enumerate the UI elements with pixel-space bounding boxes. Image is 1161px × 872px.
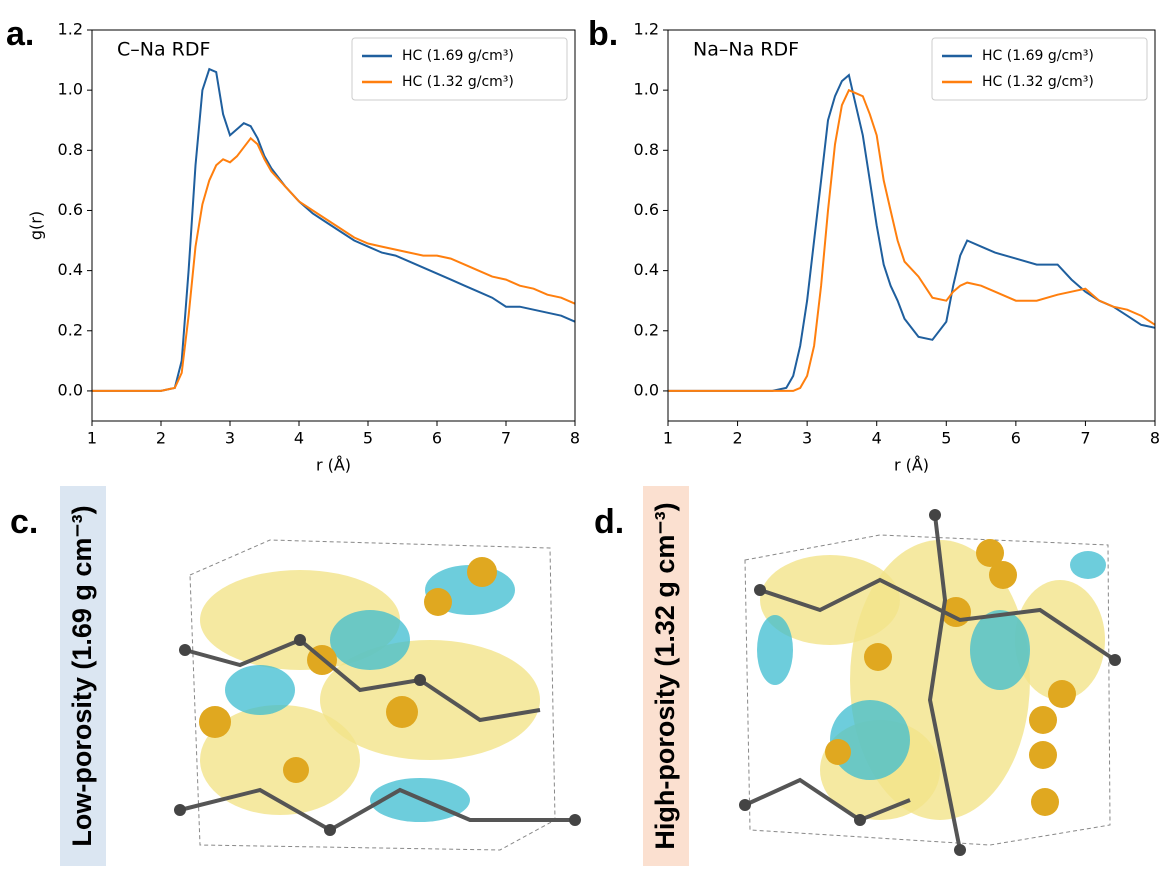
legend-label: HC (1.32 g/cm³): [982, 74, 1094, 90]
line: [92, 67, 576, 392]
plot-frame: [91, 29, 576, 422]
y-axis-label: g(r): [27, 211, 46, 240]
annotation: Na–Na RDF: [693, 39, 799, 61]
legend: [351, 37, 568, 101]
y-tick-label: 0.4: [634, 260, 659, 279]
panel-label: c.: [10, 503, 38, 541]
annotation: C–Na RDF: [117, 39, 210, 61]
y-tick-label: 0.0: [634, 380, 659, 399]
y-tick-label: 1.0: [634, 80, 659, 99]
structure-image: [739, 509, 1121, 856]
legend: [931, 37, 1148, 101]
x-tick-label: 8: [1150, 429, 1160, 448]
panel-label: b.: [588, 15, 618, 53]
y-tick-label: 0.2: [58, 320, 83, 339]
y-tick-label: 1.0: [58, 80, 83, 99]
x-tick-label: 4: [872, 429, 882, 448]
x-tick-label: 1: [87, 429, 97, 448]
y-tick-label: 0.8: [634, 140, 659, 159]
x-tick-label: 5: [941, 429, 951, 448]
x-tick-label: 1: [663, 429, 673, 448]
x-axis-label: r (Å): [894, 456, 929, 475]
x-tick-label: 4: [294, 429, 304, 448]
y-tick-label: 0.6: [634, 200, 659, 219]
panel-label: d.: [594, 503, 624, 541]
x-tick-label: 3: [802, 429, 812, 448]
y-tick-label: 0.4: [58, 260, 83, 279]
line: [668, 88, 1156, 392]
x-tick-label: 7: [501, 429, 511, 448]
y-tick-label: 0.2: [634, 320, 659, 339]
y-tick-label: 0.6: [58, 200, 83, 219]
legend-label: HC (1.69 g/cm³): [982, 48, 1094, 64]
y-tick-label: 1.2: [58, 20, 83, 39]
y-tick-label: 0.8: [58, 140, 83, 159]
x-tick-label: 3: [225, 429, 235, 448]
line: [92, 136, 576, 392]
x-tick-label: 2: [156, 429, 166, 448]
y-tick-label: 1.2: [634, 20, 659, 39]
x-tick-label: 8: [570, 429, 580, 448]
caption-box: [60, 486, 106, 866]
structure-caption: Low-porosity (1.69 g cm⁻³): [67, 505, 97, 846]
caption-box: [643, 486, 689, 866]
x-tick-label: 5: [363, 429, 373, 448]
plot-frame: [667, 29, 1156, 422]
line: [668, 73, 1156, 392]
y-tick-label: 0.0: [58, 380, 83, 399]
structure-image: [174, 539, 581, 851]
x-tick-label: 7: [1080, 429, 1090, 448]
x-tick-label: 6: [1011, 429, 1021, 448]
legend-label: HC (1.69 g/cm³): [402, 48, 514, 64]
legend-label: HC (1.32 g/cm³): [402, 74, 514, 90]
structure-caption: High-porosity (1.32 g cm⁻³): [650, 502, 680, 849]
x-tick-label: 6: [432, 429, 442, 448]
x-tick-label: 2: [732, 429, 742, 448]
panel-label: a.: [6, 15, 34, 53]
x-axis-label: r (Å): [316, 456, 351, 475]
